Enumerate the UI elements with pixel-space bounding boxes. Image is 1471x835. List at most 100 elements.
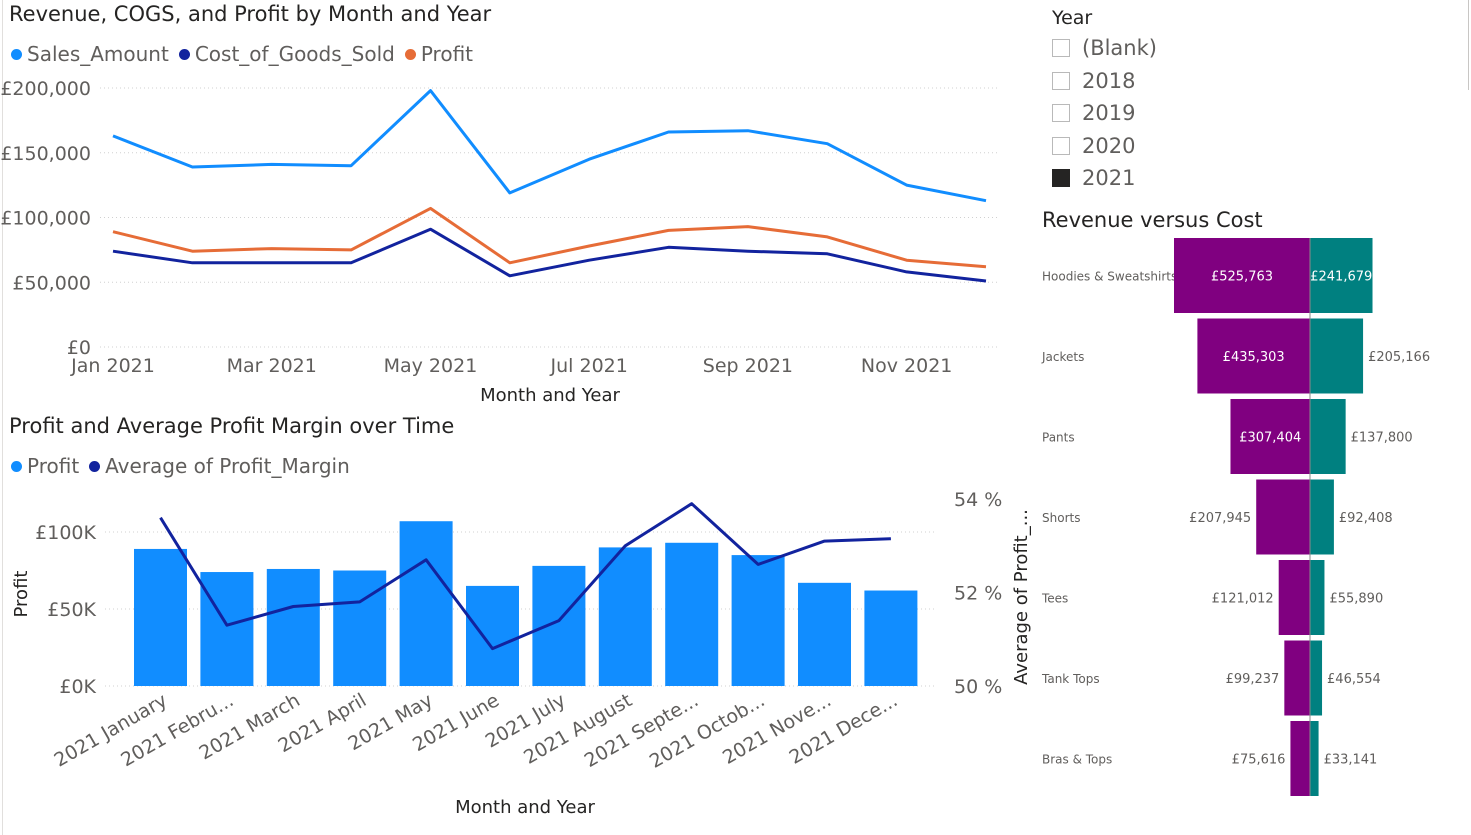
series-line [112,89,987,203]
y-axis-title: Profit [11,571,32,618]
revenue-label: £207,945 [1189,511,1251,526]
legend-dot-margin [89,460,101,472]
legend-item-profit-bar[interactable]: Profit [11,454,79,478]
cost-label: £137,800 [1351,431,1413,446]
checkbox[interactable] [1052,104,1070,123]
slicer-option-2019[interactable]: 2019 [1040,97,1270,130]
legend-item-sales[interactable]: Sales_Amount [11,42,169,66]
chart1-title: Revenue, COGS, and Profit by Month and Y… [9,2,492,26]
revenue-label: £525,763 [1211,270,1273,285]
revenue-cost-funnel[interactable]: Hoodies & Sweatshirts £525,763 £241,679 Jac… [1030,230,1468,810]
x-tick-label: Sep 2021 [703,355,793,377]
revenue-label: £75,616 [1232,753,1286,768]
slicer-option-2021[interactable]: 2021 [1040,162,1270,195]
legend-item-profit[interactable]: Profit [404,42,474,66]
legend-item-margin[interactable]: Average of Profit_Margin [89,454,350,478]
series-line [112,206,987,269]
slicer-option-blank[interactable]: (Blank) [1040,32,1270,65]
y-tick-label: £0 [67,337,91,359]
cost-bar [1310,318,1364,394]
category-label: Hoodies & Sweatshirts [1042,270,1177,284]
revenue-bar [1197,318,1310,394]
y2-tick-label: 52 % [954,583,1002,605]
bar [466,585,519,686]
revenue-label: £99,237 [1226,672,1280,687]
slicer-option-label: 2018 [1082,68,1136,93]
right-border [1468,0,1469,90]
legend-label-cogs: Cost_of_Goods_Sold [194,42,395,66]
cost-bar [1310,238,1373,313]
bar [200,572,254,686]
revenue-label: £435,303 [1223,350,1285,365]
x-axis-title: Month and Year [455,797,595,818]
x-tick-label: Nov 2021 [861,355,952,377]
cost-bar [1310,399,1346,474]
category-label: Shorts [1042,511,1080,525]
cost-bar [1310,479,1334,555]
x-tick-label: May 2021 [384,355,478,377]
cost-label: £55,890 [1329,592,1383,607]
legend-label-profit: Profit [420,42,474,66]
revenue-bar [1174,238,1310,313]
x-tick-label: 2021 Febru... [117,689,237,771]
slicer-title: Year [1052,7,1093,29]
bar [134,548,187,686]
chart3-title: Revenue versus Cost [1042,208,1263,232]
bar [399,521,453,686]
revenue-label: £121,012 [1212,592,1274,607]
chart1-legend[interactable]: Sales_Amount Cost_of_Goods_Sold Profit [11,42,483,66]
revenue-bar [1256,479,1310,555]
bar [798,582,851,686]
combo-chart[interactable]: £0K £50K £100K 50 % 52 % 54 % 2021 January2021… [0,482,1035,835]
category-label: Pants [1042,431,1075,445]
legend-dot-cogs [178,48,190,60]
x-axis-title: Month and Year [480,385,620,406]
margin-line [159,502,891,651]
checkbox[interactable] [1052,39,1070,58]
x-tick-label: 2021 January [51,689,171,771]
cost-label: £241,679 [1310,270,1372,285]
slicer-option-label: (Blank) [1082,36,1157,61]
cost-label: £205,166 [1368,350,1430,365]
revenue-label: £307,404 [1239,431,1301,446]
cost-label: £46,554 [1327,672,1381,687]
x-tick-label: Jul 2021 [550,355,628,377]
series-line [112,227,987,283]
line-chart[interactable]: £0 £50,000 £100,000 £150,000 £200,000 Jan 202… [0,70,1010,410]
bar [598,547,652,686]
y-tick-label: £100,000 [0,208,91,230]
checkbox[interactable] [1052,136,1070,155]
y-tick-label: £150,000 [0,143,91,165]
checkbox[interactable] [1052,169,1070,188]
legend-label-sales: Sales_Amount [27,42,169,66]
slicer-option-2020[interactable]: 2020 [1040,130,1270,163]
bar [864,590,918,686]
legend-dot-profit [404,48,416,60]
revenue-bar [1290,721,1310,796]
y2-axis-title: Average of Profit_... [1011,509,1032,685]
y-tick-label: £200,000 [0,78,91,100]
revenue-bar [1284,640,1310,716]
category-label: Tank Tops [1041,672,1100,686]
legend-dot-profit-bar [11,460,22,472]
cost-bar [1310,560,1325,635]
y-tick-label: £50,000 [12,272,91,294]
slicer-option-label: 2019 [1082,101,1136,126]
legend-label-margin: Average of Profit_Margin [105,454,350,478]
cost-label: £92,408 [1339,511,1393,526]
y2-tick-label: 54 % [954,489,1002,511]
x-tick-label: Jan 2021 [70,355,155,377]
chart2-legend[interactable]: Profit Average of Profit_Margin [11,454,360,478]
bar [731,555,785,686]
checkbox[interactable] [1052,71,1070,90]
revenue-bar [1278,560,1310,635]
cost-bar [1310,640,1323,716]
slicer-option-2018[interactable]: 2018 [1040,65,1270,98]
category-label: Jackets [1041,350,1084,364]
y-tick-label: £0K [59,676,96,698]
legend-item-cogs[interactable]: Cost_of_Goods_Sold [178,42,395,66]
cost-bar [1310,721,1319,796]
category-label: Tees [1041,592,1068,606]
legend-dot-sales [11,48,22,60]
